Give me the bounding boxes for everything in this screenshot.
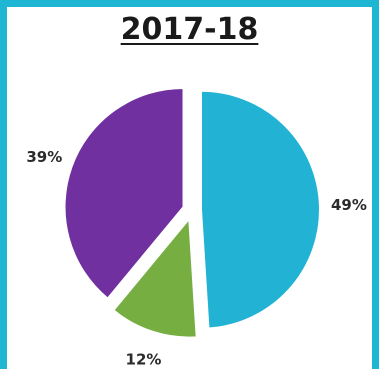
pie-slice-39 [63,86,185,301]
chart-title-text: 2017-18 [120,12,259,47]
pie-label-49: 49% [331,196,367,214]
pie-slice-49 [199,89,321,330]
pie-label-39: 39% [26,148,62,166]
pie-label-12: 12% [126,350,162,368]
pie-slice-12 [111,215,198,339]
chart-title: 2017-18 [0,12,379,47]
